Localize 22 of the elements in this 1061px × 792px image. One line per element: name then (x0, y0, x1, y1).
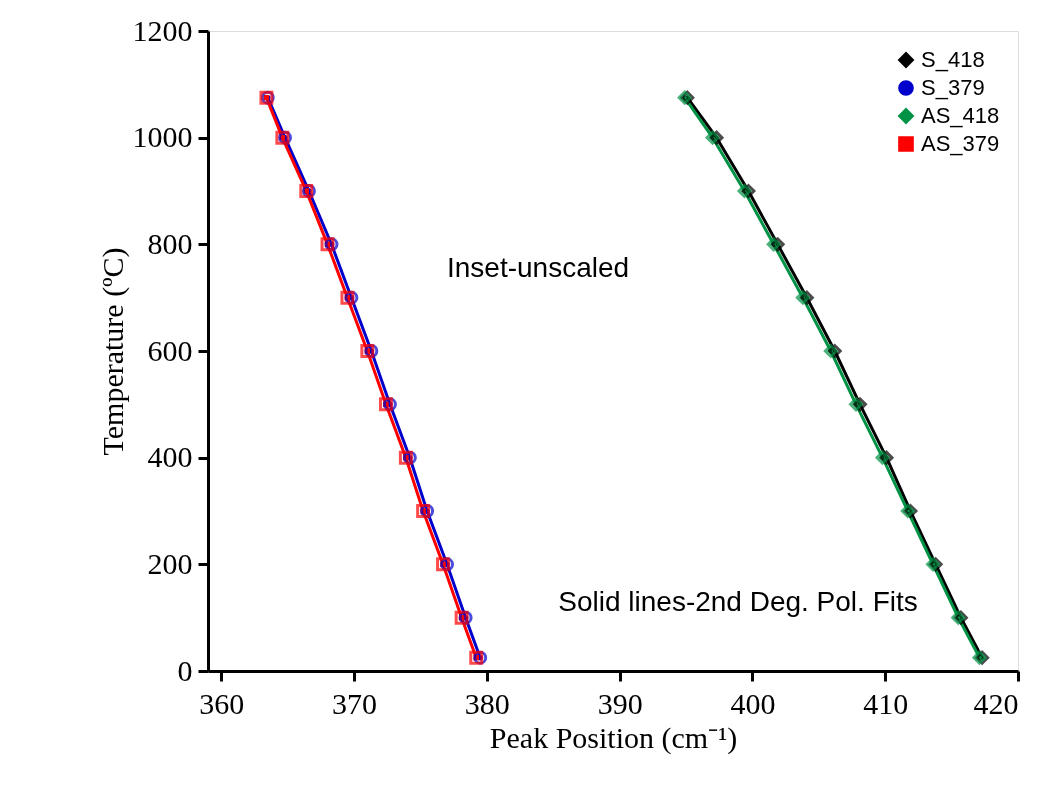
annotation: Solid lines-2nd Deg. Pol. Fits (558, 586, 918, 617)
y-tick-label: 600 (147, 333, 193, 367)
annotation: Inset-unscaled (446, 252, 630, 283)
x-axis-title: Peak Position (cm⁻¹) (489, 720, 738, 755)
y-axis-title: Temperature (ºC) (95, 247, 130, 456)
y-tick-label: 400 (147, 440, 193, 474)
legend-label: AS_379 (921, 131, 1000, 156)
y-tick-label: 1200 (132, 13, 193, 47)
y-tick-label: 800 (147, 226, 193, 260)
x-tick-label: 380 (464, 686, 510, 720)
y-tick-label: 0 (177, 653, 193, 687)
x-tick-label: 420 (973, 686, 1019, 720)
x-tick-label: 360 (199, 686, 245, 720)
x-tick-label: 400 (730, 686, 776, 720)
legend-label: S_379 (921, 75, 985, 100)
x-tick-label: 370 (332, 686, 378, 720)
legend-label: S_418 (921, 47, 985, 72)
x-tick-label: 410 (863, 686, 909, 720)
x-tick-label: 390 (597, 686, 643, 720)
legend-label: AS_418 (921, 103, 1000, 128)
y-tick-label: 200 (147, 546, 193, 580)
y-tick-label: 1000 (132, 120, 193, 154)
